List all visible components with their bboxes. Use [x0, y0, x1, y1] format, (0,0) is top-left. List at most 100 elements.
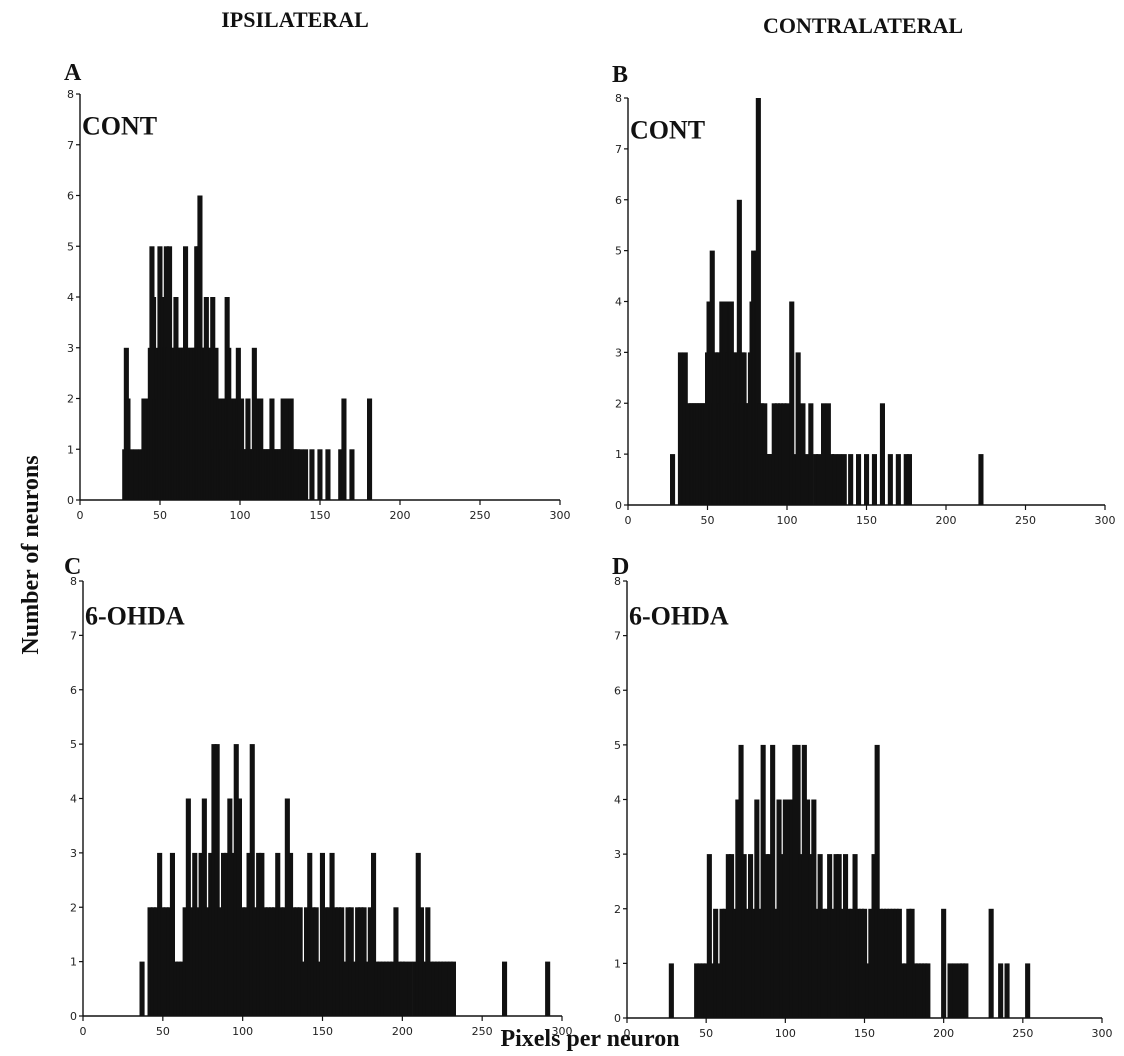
- bar-d: [1005, 963, 1010, 1018]
- bar-d: [669, 963, 674, 1018]
- bar-b: [796, 352, 801, 505]
- y-tick-label-b: 0: [615, 499, 622, 512]
- y-tick-label-c: 1: [70, 956, 77, 969]
- bars-c: [140, 744, 551, 1016]
- bar-b: [864, 454, 869, 505]
- x-tick-label-c: 0: [80, 1025, 87, 1038]
- x-tick-label-d: 200: [933, 1027, 954, 1040]
- bar-c: [545, 962, 550, 1016]
- bar-d: [948, 963, 953, 1018]
- chart-panel-d: D6-OHDA 0 1 2 3 4 5 6 7 8 0 50 100 150 200 250 300: [612, 554, 1113, 1040]
- panel-letter-b: B: [612, 62, 628, 88]
- y-tick-label-a: 0: [67, 494, 74, 507]
- bar-b: [785, 403, 790, 505]
- bar-b: [842, 454, 847, 505]
- bar-b: [816, 454, 821, 505]
- bar-b: [670, 454, 675, 505]
- bar-a: [317, 449, 322, 500]
- x-tick-label-d: 100: [775, 1027, 796, 1040]
- bar-c: [451, 962, 456, 1016]
- x-tick-label-a: 0: [77, 509, 84, 522]
- x-tick-label-b: 200: [936, 514, 957, 527]
- y-tick-label-b: 6: [615, 194, 622, 207]
- bar-b: [856, 454, 861, 505]
- bar-a: [129, 449, 134, 500]
- x-tick-label-b: 0: [625, 514, 632, 527]
- bar-a: [325, 449, 330, 500]
- y-tick-label-c: 3: [70, 847, 77, 860]
- bar-c: [403, 962, 408, 1016]
- panel-label-a: CONT: [82, 112, 157, 141]
- y-tick-label-c: 0: [70, 1010, 77, 1023]
- chart-panel-c: C6-OHDA 0 1 2 3 4 5 6 7 8 0 50 100 150 200 250 300: [64, 554, 573, 1038]
- y-tick-label-a: 7: [67, 139, 74, 152]
- x-axis-title: Pixels per neuron: [500, 1026, 679, 1052]
- panel-label-c: 6-OHDA: [85, 602, 185, 631]
- column-title-contralateral: CONTRALATERAL: [763, 13, 963, 38]
- bar-b: [907, 454, 912, 505]
- x-tick-label-c: 200: [392, 1025, 413, 1038]
- y-tick-label-a: 2: [67, 393, 74, 406]
- bar-b: [880, 403, 885, 505]
- x-tick-label-d: 250: [1012, 1027, 1033, 1040]
- y-axis-title: Number of neurons: [18, 455, 44, 654]
- y-tick-label-b: 1: [615, 448, 622, 461]
- y-tick-label-b: 7: [615, 143, 622, 156]
- x-tick-label-b: 250: [1015, 514, 1036, 527]
- bar-d: [998, 963, 1003, 1018]
- y-tick-label-a: 4: [67, 291, 74, 304]
- bar-b: [808, 403, 813, 505]
- y-tick-label-b: 5: [615, 245, 622, 258]
- bar-a: [298, 449, 303, 500]
- x-tick-label-c: 300: [552, 1025, 573, 1038]
- bar-c: [140, 962, 145, 1016]
- bar-b: [832, 454, 837, 505]
- x-tick-label-b: 50: [701, 514, 715, 527]
- x-tick-label-d: 150: [854, 1027, 875, 1040]
- x-tick-label-a: 200: [390, 509, 411, 522]
- bar-b: [896, 454, 901, 505]
- y-tick-label-b: 3: [615, 346, 622, 359]
- x-tick-label-d: 0: [624, 1027, 631, 1040]
- y-tick-label-d: 6: [614, 684, 621, 697]
- panel-letter-a: A: [64, 60, 82, 86]
- y-tick-label-c: 5: [70, 738, 77, 751]
- bar-a: [133, 449, 138, 500]
- x-tick-label-b: 100: [777, 514, 798, 527]
- panel-label-b: CONT: [630, 116, 705, 145]
- bar-b: [821, 403, 826, 505]
- y-tick-label-d: 2: [614, 903, 621, 916]
- x-tick-label-a: 300: [550, 509, 571, 522]
- y-tick-label-a: 5: [67, 240, 74, 253]
- y-tick-label-c: 2: [70, 901, 77, 914]
- x-tick-label-a: 150: [310, 509, 331, 522]
- panel-label-d: 6-OHDA: [629, 602, 729, 631]
- x-tick-label-c: 250: [472, 1025, 493, 1038]
- y-tick-label-d: 5: [614, 739, 621, 752]
- y-tick-label-b: 4: [615, 296, 622, 309]
- y-tick-label-d: 1: [614, 957, 621, 970]
- x-tick-label-c: 50: [156, 1025, 170, 1038]
- y-tick-label-b: 2: [615, 397, 622, 410]
- y-tick-label-a: 1: [67, 443, 74, 456]
- y-tick-label-d: 8: [614, 575, 621, 588]
- y-tick-label-d: 3: [614, 848, 621, 861]
- bar-a: [309, 449, 314, 500]
- bar-b: [848, 454, 853, 505]
- chart-panel-a: ACONT0123456780 50 100 150 200 250 300: [64, 60, 571, 522]
- bar-d: [952, 963, 957, 1018]
- bars-a: [122, 196, 372, 501]
- bar-a: [349, 449, 354, 500]
- chart-panel-b: BCONT0123456780 50 100 150 200 250 300: [612, 62, 1116, 527]
- x-tick-label-c: 100: [232, 1025, 253, 1038]
- bar-a: [367, 399, 372, 501]
- y-tick-label-c: 4: [70, 793, 77, 806]
- bars-b: [670, 98, 984, 505]
- bar-b: [804, 454, 809, 505]
- y-tick-label-a: 8: [67, 88, 74, 101]
- x-tick-label-a: 250: [470, 509, 491, 522]
- bars-d: [669, 745, 1030, 1018]
- x-tick-label-a: 100: [230, 509, 251, 522]
- bar-c: [502, 962, 507, 1016]
